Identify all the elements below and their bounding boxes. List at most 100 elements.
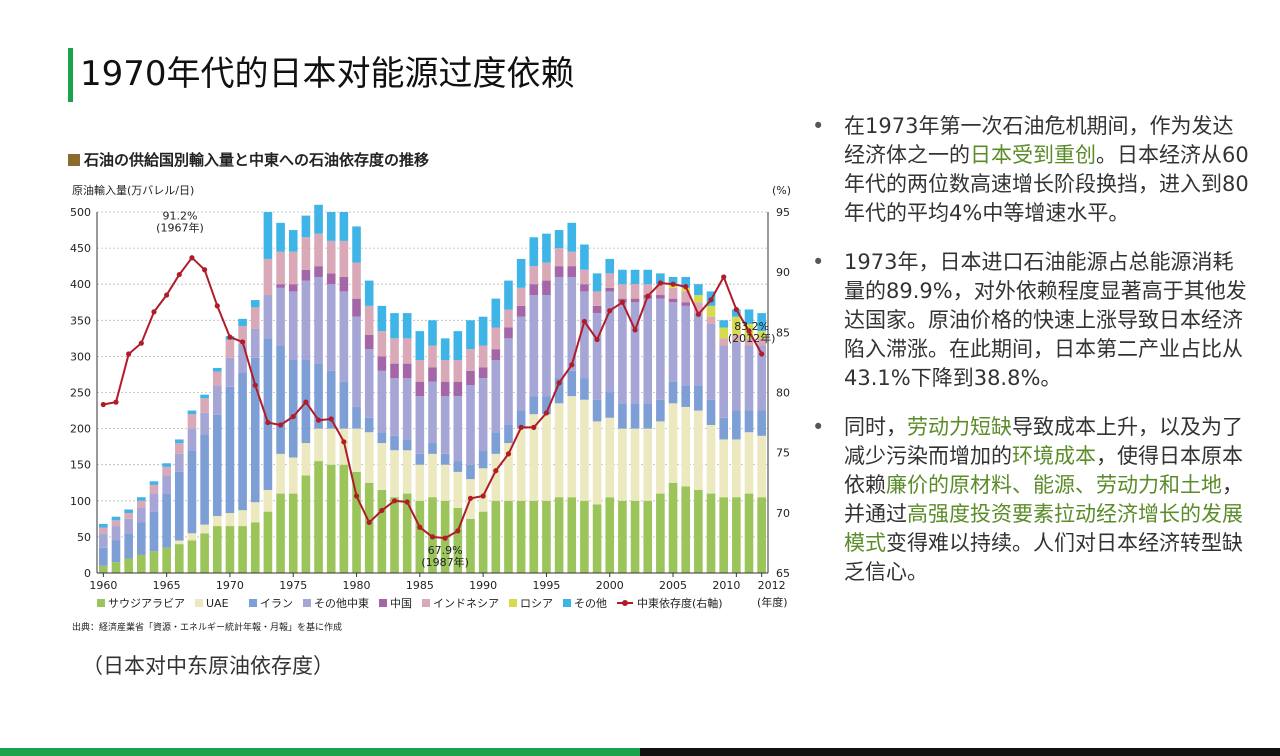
bar-segment: [377, 443, 387, 490]
bar-segment: [554, 248, 564, 267]
bar-segment: [453, 471, 463, 509]
bar-segment: [592, 273, 602, 292]
bar-segment: [592, 504, 602, 573]
bar-segment: [516, 500, 526, 573]
bar-segment: [580, 500, 589, 573]
bar-segment: [212, 386, 222, 415]
bar-segment: [605, 273, 615, 288]
bar-segment: [402, 338, 412, 364]
bar-segment: [415, 396, 425, 454]
bar-segment: [744, 410, 754, 433]
dependence-point: [746, 328, 752, 334]
bar-segment: [326, 273, 336, 285]
bullet-item: • 同时，劳动力短缺导致成本上升，以及为了减少污染而增加的环境成本，使得日本原本依…: [812, 413, 1252, 587]
bar-segment: [390, 313, 399, 339]
dependence-point: [695, 311, 701, 317]
left-tick-label: 50: [77, 531, 91, 544]
bar-segment: [99, 523, 108, 528]
bar-segment: [681, 486, 691, 573]
bar-segment: [529, 396, 539, 415]
bar-segment: [630, 284, 640, 299]
left-tick-label: 400: [70, 278, 91, 291]
dependence-point: [239, 339, 246, 345]
x-tick-label: 1965: [153, 579, 181, 592]
bar-segment: [567, 396, 577, 498]
bar-segment: [605, 497, 615, 573]
bar-segment: [630, 428, 640, 501]
bar-segment: [466, 464, 475, 480]
bar-segment: [339, 428, 349, 465]
bar-segment: [99, 533, 108, 548]
bar-segment: [137, 522, 146, 555]
bullet-list: • 在1973年第一次石油危机期间，作为发达经济体之一的日本受到重创。日本经济从6…: [812, 112, 1252, 607]
legend-label: その他: [574, 597, 607, 610]
dependence-point: [581, 318, 588, 325]
bar-segment: [504, 280, 513, 310]
bar-segment: [174, 443, 184, 454]
bar-segment: [580, 399, 589, 501]
bar-segment: [478, 511, 488, 573]
highlight-text: 日本受到重创: [970, 143, 1096, 167]
bar-segment: [656, 273, 665, 285]
bar-segment: [504, 424, 513, 444]
bar-segment: [618, 302, 627, 404]
left-tick-label: 0: [84, 567, 91, 580]
bar-segment: [744, 338, 754, 346]
legend-label: UAE: [206, 597, 229, 610]
bar-segment: [757, 345, 766, 411]
bar-segment: [200, 394, 209, 399]
bar-segment: [301, 269, 311, 281]
bar-segment: [643, 269, 653, 285]
bar-segment: [453, 381, 463, 397]
legend-swatch: [379, 599, 387, 607]
bar-segment: [516, 305, 526, 317]
bar-segment: [719, 417, 728, 440]
bar-segment: [478, 367, 488, 379]
bar-segment: [124, 509, 133, 514]
bar-segment: [491, 327, 501, 350]
legend-label: ロシア: [520, 597, 553, 610]
legend-swatch: [563, 599, 571, 607]
dependence-point: [670, 281, 676, 287]
bar-segment: [605, 417, 615, 498]
bar-segment: [364, 349, 374, 418]
bar-segment: [656, 421, 665, 494]
bar-segment: [238, 526, 247, 573]
left-tick-label: 500: [70, 206, 91, 219]
bar-segment: [162, 475, 171, 494]
bar-segment: [580, 269, 589, 285]
dependence-point: [277, 422, 284, 428]
bar-segment: [592, 421, 602, 505]
bar-segment: [225, 339, 235, 358]
bar-segment: [200, 524, 209, 534]
bar-segment: [276, 453, 285, 494]
bar-segment: [554, 266, 564, 277]
bar-segment: [453, 360, 463, 382]
bar-segment: [744, 432, 754, 494]
bar-segment: [377, 489, 387, 573]
dependence-point: [176, 271, 182, 278]
bar-segment: [656, 493, 665, 573]
bar-segment: [630, 298, 640, 303]
bar-segment: [402, 439, 412, 451]
bar-segment: [137, 500, 146, 509]
bar-segment: [706, 493, 716, 573]
dependence-point: [138, 340, 144, 346]
left-tick-label: 450: [70, 242, 91, 255]
bullet-text: 。日本经济从60年代的两位数高速增长阶段换挡，进入到80年代的平均4%中等增速水…: [844, 143, 1249, 225]
bar-segment: [554, 230, 564, 249]
bar-segment: [656, 284, 665, 296]
x-tick-label: 2000: [596, 579, 624, 592]
bar-segment: [618, 500, 627, 573]
dependence-point: [480, 493, 486, 499]
bar-segment: [668, 298, 678, 303]
bar-segment: [288, 457, 298, 494]
dependence-point: [303, 399, 309, 405]
bar-segment: [491, 360, 501, 433]
bar-segment: [390, 363, 399, 379]
bar-segment: [466, 385, 475, 465]
bar-segment: [744, 493, 754, 573]
bar-segment: [415, 453, 425, 465]
dependence-point: [607, 308, 613, 314]
left-tick-label: 200: [70, 423, 91, 436]
